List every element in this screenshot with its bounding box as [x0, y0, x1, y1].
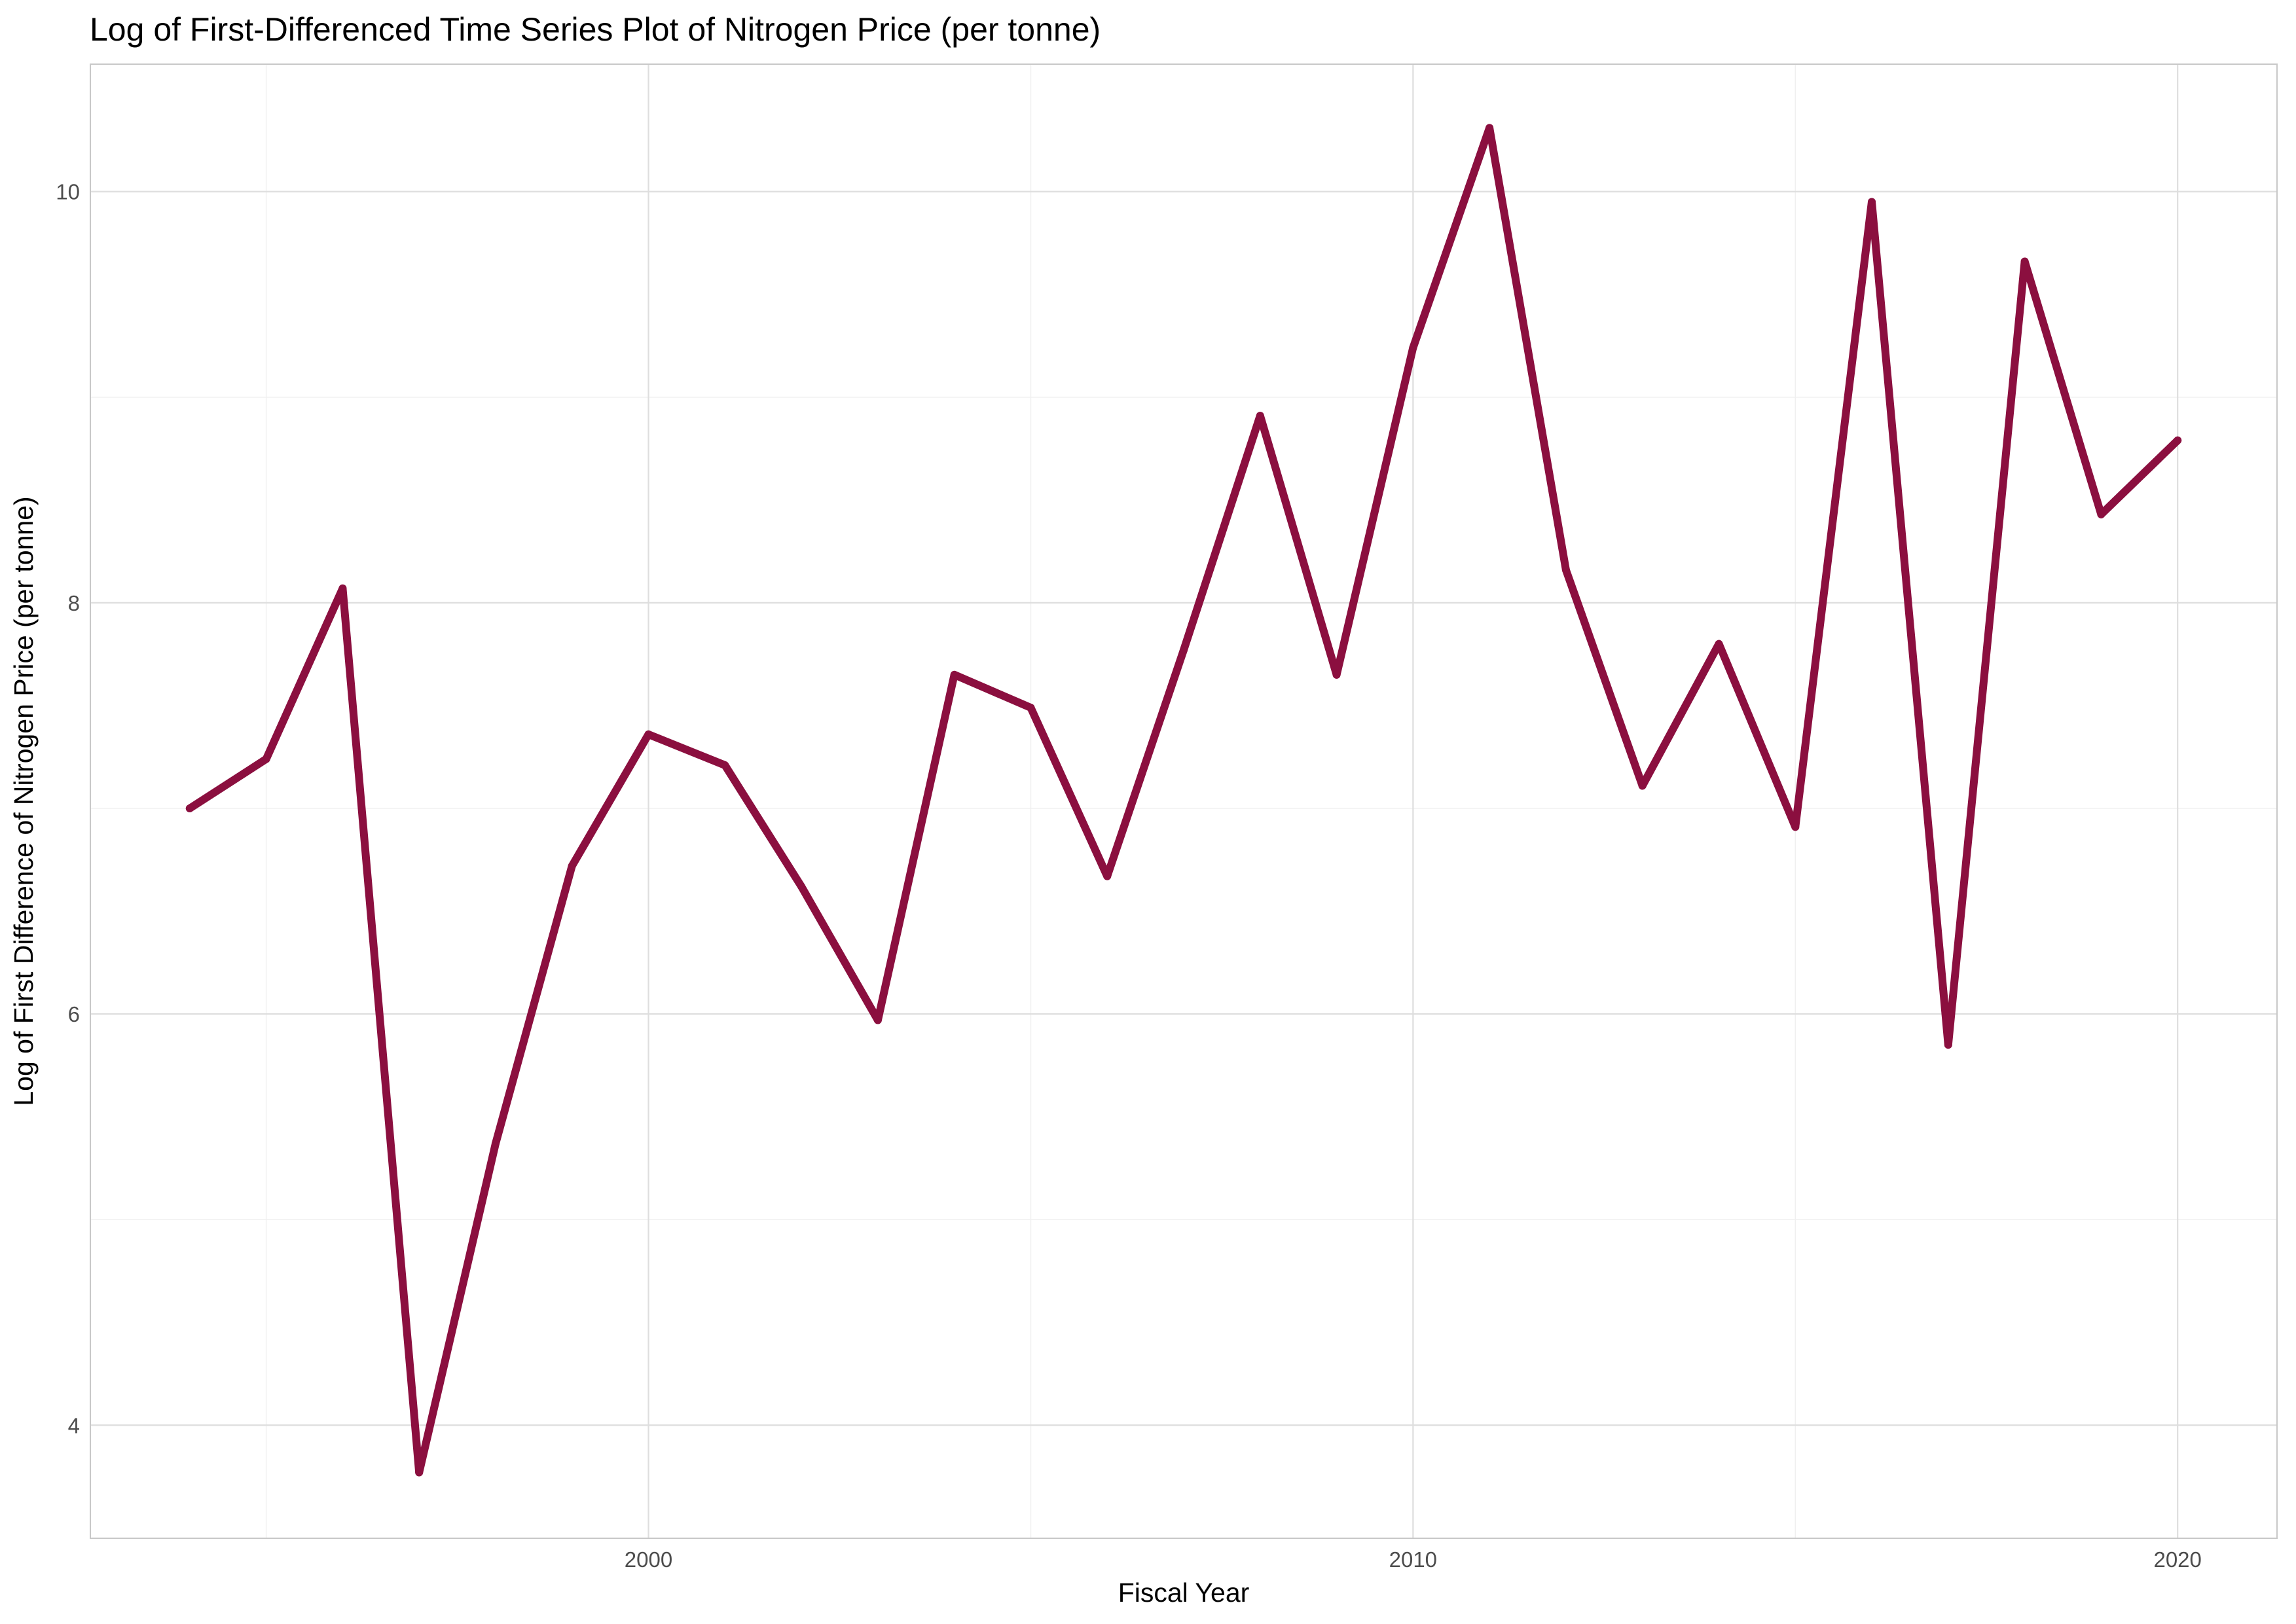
data-point — [1868, 198, 1876, 206]
data-point — [2174, 436, 2182, 444]
data-point — [1256, 412, 1264, 420]
plot-panel — [90, 64, 2277, 1538]
x-tick-labels: 2000 2010 2020 — [625, 1547, 2202, 1572]
data-point — [644, 730, 653, 738]
data-point — [1715, 640, 1723, 648]
major-grid — [90, 64, 2277, 1538]
y-tick-label: 6 — [68, 1002, 80, 1026]
data-point — [1791, 823, 1800, 831]
data-point — [797, 882, 806, 891]
data-point — [415, 1468, 424, 1477]
data-point — [338, 584, 347, 592]
y-axis-title: Log of First Difference of Nitrogen Pric… — [9, 496, 39, 1106]
data-point — [1409, 344, 1417, 352]
data-point — [873, 1016, 882, 1024]
data-point — [1332, 670, 1341, 679]
data-point — [262, 755, 270, 763]
data-point — [1944, 1041, 1952, 1049]
data-point — [1103, 872, 1112, 880]
data-point — [185, 804, 194, 812]
plot-border — [90, 63, 2278, 1539]
data-point — [1561, 566, 1570, 574]
data-point — [491, 1139, 500, 1147]
data-point — [1180, 646, 1188, 655]
data-point — [2020, 257, 2029, 266]
y-tick-label: 4 — [68, 1413, 80, 1437]
x-tick-label: 2010 — [1389, 1547, 1437, 1572]
data-point — [568, 861, 576, 870]
x-tick-label: 2000 — [625, 1547, 672, 1572]
data-point — [950, 670, 958, 679]
data-point — [1027, 704, 1035, 712]
data-point — [1638, 782, 1647, 790]
data-points — [185, 124, 2182, 1477]
x-axis-title: Fiscal Year — [1118, 1578, 1250, 1608]
data-point — [2097, 510, 2105, 518]
chart-title: Log of First-Differenced Time Series Plo… — [90, 11, 1101, 48]
x-tick-label: 2020 — [2153, 1547, 2201, 1572]
y-tick-labels: 4 6 8 10 — [56, 180, 80, 1438]
data-point — [1485, 124, 1494, 132]
y-tick-label: 8 — [68, 591, 80, 615]
data-point — [721, 761, 729, 770]
y-tick-label: 10 — [56, 180, 80, 204]
